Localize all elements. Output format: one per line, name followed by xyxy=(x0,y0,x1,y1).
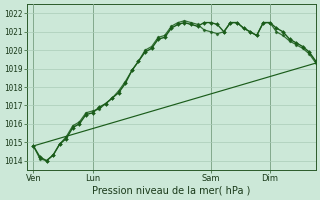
X-axis label: Pression niveau de la mer( hPa ): Pression niveau de la mer( hPa ) xyxy=(92,186,251,196)
